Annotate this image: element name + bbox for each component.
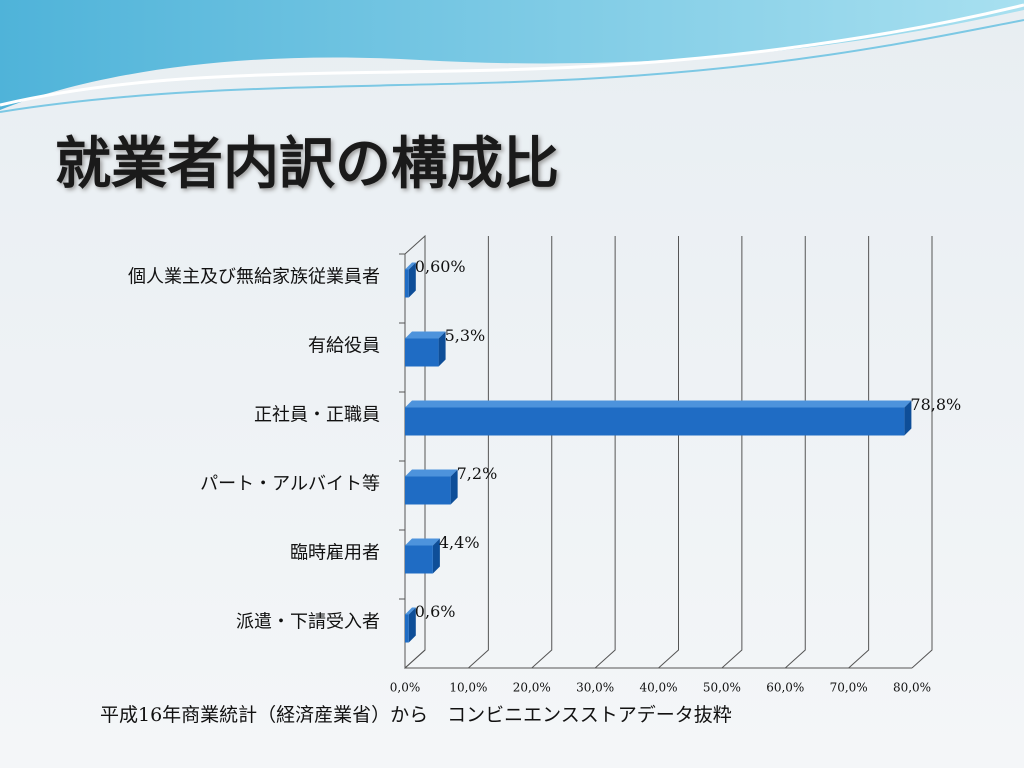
grid-line bbox=[468, 236, 489, 669]
wave-line bbox=[0, 3, 1024, 107]
grid-line bbox=[658, 236, 679, 669]
value-label: 7,2% bbox=[457, 464, 498, 483]
grid-line bbox=[404, 236, 426, 669]
value-label: 78,8% bbox=[910, 395, 961, 414]
header-wave bbox=[0, 0, 1024, 110]
bar bbox=[405, 476, 451, 505]
x-tick-label: 30,0% bbox=[576, 681, 614, 695]
bar-top bbox=[405, 262, 416, 270]
bar bbox=[405, 614, 409, 643]
x-tick-label: 10,0% bbox=[449, 681, 487, 695]
bar-top bbox=[405, 331, 446, 339]
value-label: 0,60% bbox=[415, 257, 466, 276]
bar-top bbox=[405, 538, 440, 546]
bar bbox=[405, 269, 409, 298]
x-tick-label: 50,0% bbox=[703, 681, 741, 695]
bar-side bbox=[408, 262, 416, 298]
wave-line bbox=[0, 19, 1024, 113]
bar-side bbox=[432, 538, 440, 574]
bar-top bbox=[405, 607, 416, 615]
bar bbox=[405, 545, 433, 574]
y-tick-label: 臨時雇用者 bbox=[290, 543, 380, 564]
x-tick-label: 20,0% bbox=[513, 681, 551, 695]
grid-line bbox=[784, 236, 806, 669]
value-label: 0,6% bbox=[415, 602, 456, 621]
y-tick-label: 正社員・正職員 bbox=[254, 405, 380, 426]
bar bbox=[405, 407, 905, 436]
x-tick-label: 60,0% bbox=[766, 681, 804, 695]
source-note: 平成16年商業統計（経済産業省）から コンビニエンスストアデータ抜粋 bbox=[100, 704, 732, 726]
bar bbox=[405, 338, 439, 367]
slide-title: 就業者内訳の構成比 bbox=[55, 132, 559, 197]
value-label: 5,3% bbox=[445, 326, 486, 345]
x-tick-label: 40,0% bbox=[639, 681, 677, 695]
bar-side bbox=[450, 469, 458, 505]
grid-line bbox=[721, 236, 743, 669]
x-tick-label: 70,0% bbox=[830, 681, 868, 695]
bar-side bbox=[408, 607, 416, 643]
grid-line bbox=[911, 236, 933, 669]
grid-line bbox=[594, 236, 616, 669]
y-tick-label: 有給役員 bbox=[308, 336, 380, 357]
x-tick-label: 80,0% bbox=[893, 681, 931, 695]
y-tick-label: 派遣・下請受入者 bbox=[236, 612, 380, 633]
y-tick-label: パート・アルバイト等 bbox=[200, 474, 380, 495]
bar-top bbox=[405, 400, 912, 408]
bar-side bbox=[438, 331, 446, 367]
value-label: 4,4% bbox=[439, 533, 480, 552]
grid-line bbox=[531, 236, 553, 669]
x-tick-label: 0,0% bbox=[390, 681, 421, 695]
bar-side bbox=[904, 400, 912, 436]
grid-line bbox=[848, 236, 870, 669]
chart: 0,0% 10,0% 20,0% 30,0% 40,0% 50,0% 60,0% 70,0% 8… bbox=[128, 234, 961, 695]
bar-top bbox=[405, 469, 458, 477]
y-tick-label: 個人業主及び無給家族従業員者 bbox=[128, 267, 380, 288]
